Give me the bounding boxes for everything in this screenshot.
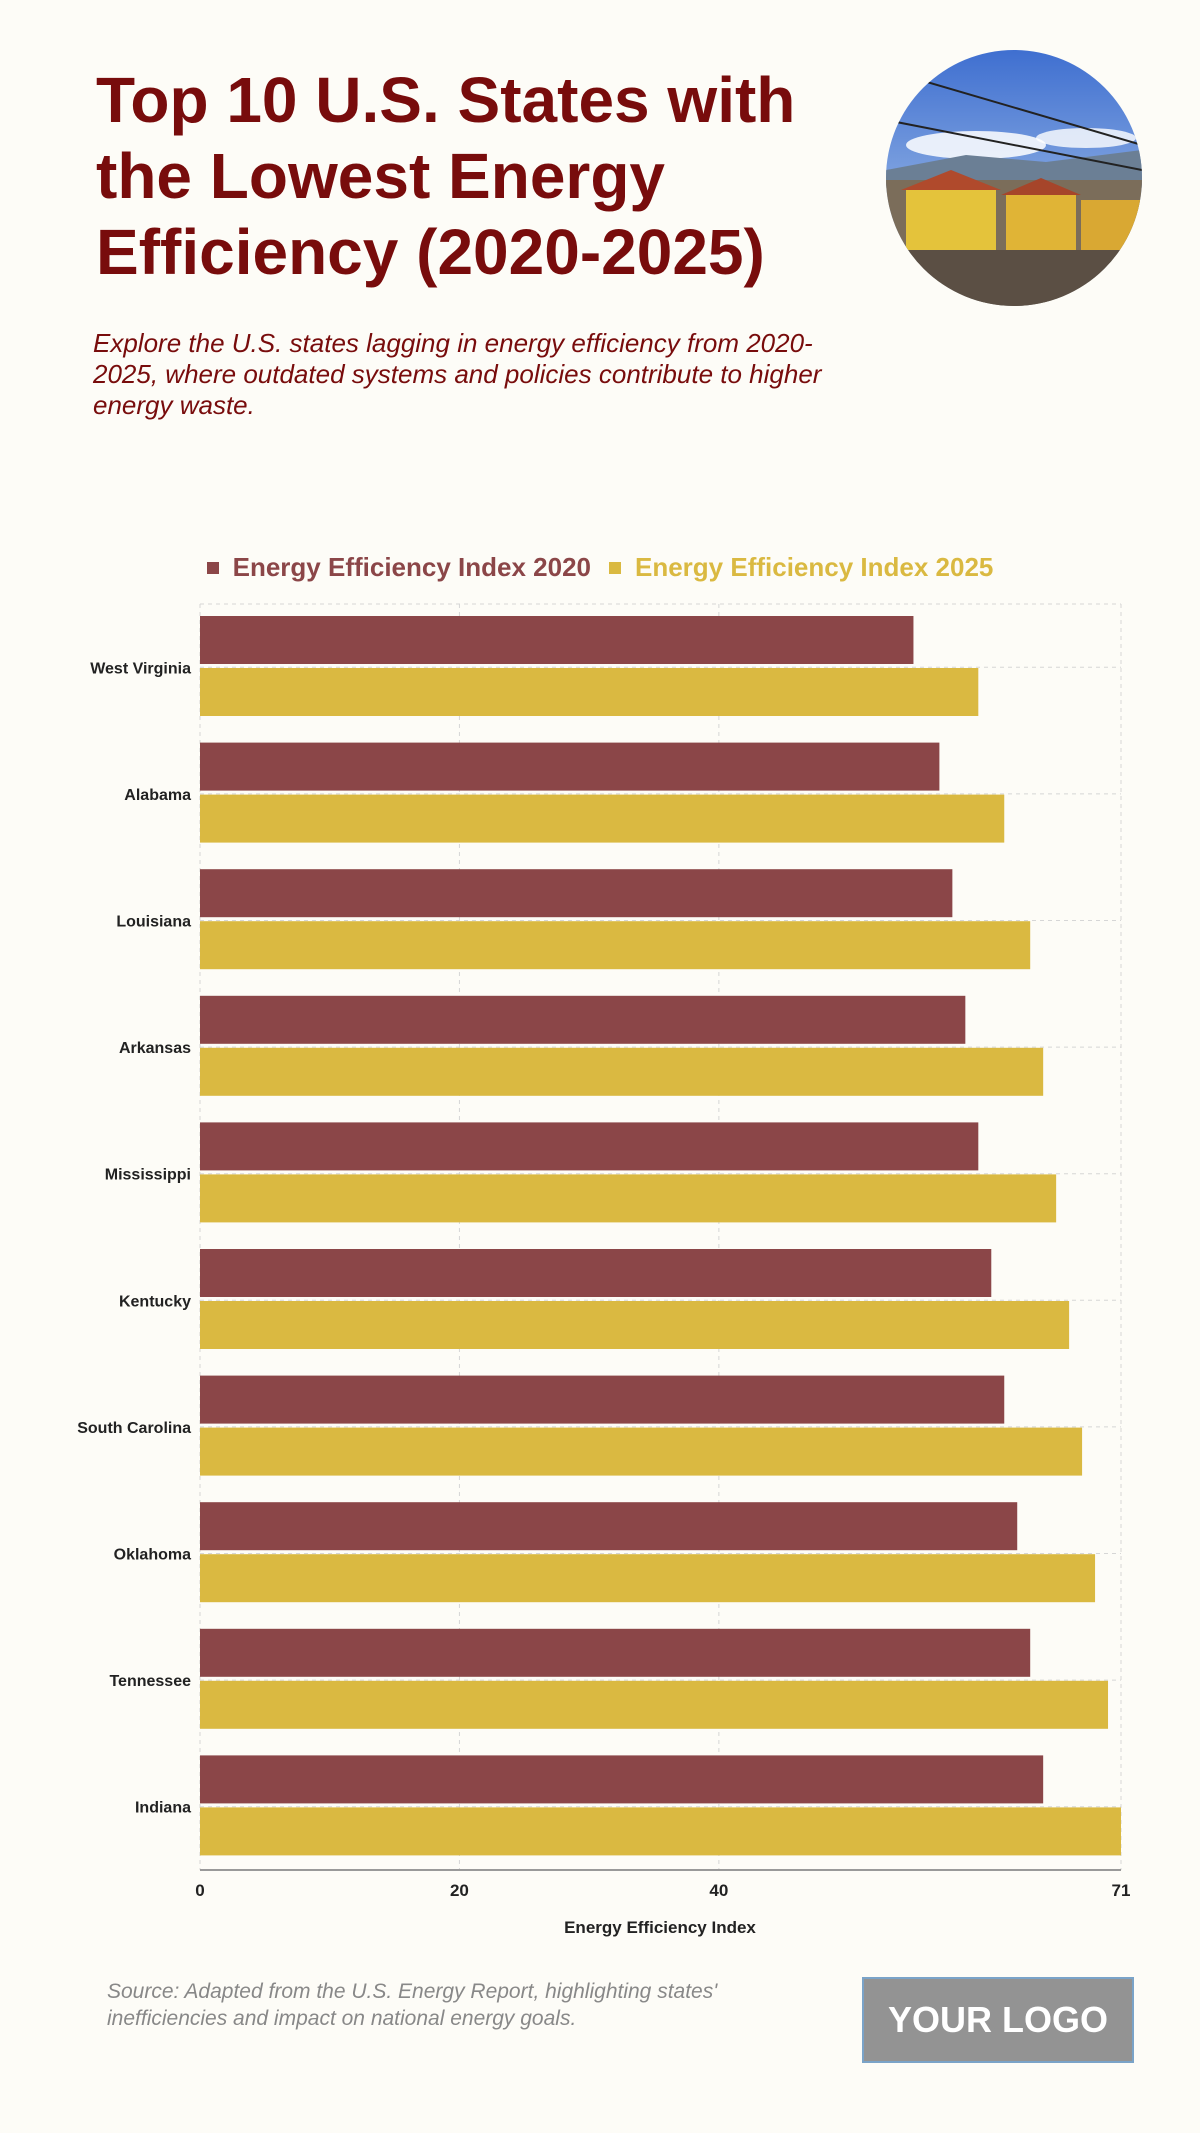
bar-2025 <box>200 1047 1044 1096</box>
bar-2020 <box>200 869 953 918</box>
x-axis-title: Energy Efficiency Index <box>564 1918 756 1937</box>
bar-2020 <box>200 995 966 1044</box>
chart-legend: Energy Efficiency Index 2020 Energy Effi… <box>0 552 1200 583</box>
bar-2020 <box>200 616 914 664</box>
y-tick-label: Alabama <box>124 787 191 804</box>
bar-2020 <box>200 1375 1005 1424</box>
bar-2020 <box>200 1249 992 1297</box>
bar-2025 <box>200 1807 1121 1856</box>
legend-label-2025: Energy Efficiency Index 2025 <box>635 552 994 582</box>
page-title: Top 10 U.S. States with the Lowest Energ… <box>96 64 796 288</box>
bar-2025 <box>200 1301 1070 1349</box>
source-note: Source: Adapted from the U.S. Energy Rep… <box>107 1980 718 2030</box>
y-tick-label: Kentucky <box>119 1293 191 1310</box>
x-tick-label: 0 <box>195 1881 204 1900</box>
bar-2020 <box>200 1755 1044 1804</box>
page-subtitle: Explore the U.S. states lagging in energ… <box>93 328 822 420</box>
bar-2020 <box>200 742 940 791</box>
y-tick-label: Mississippi <box>105 1167 191 1184</box>
legend-label-2020: Energy Efficiency Index 2020 <box>232 552 591 582</box>
logo-placeholder: YOUR LOGO <box>862 1977 1134 2063</box>
y-tick-label: Oklahoma <box>114 1547 191 1564</box>
y-tick-label: Arkansas <box>119 1040 191 1057</box>
legend-swatch-2025 <box>609 561 621 574</box>
bar-2020 <box>200 1122 979 1171</box>
y-tick-label: West Virginia <box>90 660 191 677</box>
x-tick-label: 40 <box>709 1881 728 1900</box>
bar-2025 <box>200 1427 1083 1476</box>
y-tick-label: Indiana <box>135 1800 191 1817</box>
bar-2025 <box>200 794 1005 843</box>
x-tick-label: 20 <box>450 1881 469 1900</box>
bar-2025 <box>200 1554 1096 1603</box>
bar-2025 <box>200 668 979 716</box>
bar-2025 <box>200 1680 1109 1729</box>
x-tick-label: 71 <box>1112 1881 1131 1900</box>
bar-2025 <box>200 1174 1057 1223</box>
y-tick-label: Louisiana <box>116 914 191 931</box>
y-tick-label: South Carolina <box>77 1420 191 1437</box>
y-tick-label: Tennessee <box>109 1673 191 1690</box>
legend-swatch-2020 <box>206 561 219 574</box>
legend-item-2025: Energy Efficiency Index 2025 <box>609 552 993 583</box>
bar-2025 <box>200 921 1031 970</box>
bar-2020 <box>200 1628 1031 1677</box>
legend-item-2020: Energy Efficiency Index 2020 <box>206 552 591 583</box>
bar-2020 <box>200 1502 1018 1551</box>
